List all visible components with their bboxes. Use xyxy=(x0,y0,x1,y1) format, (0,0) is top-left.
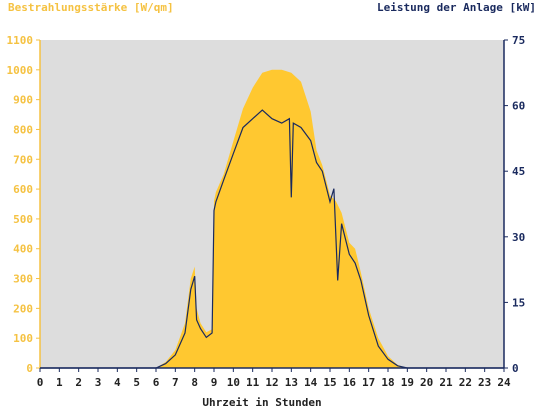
x-tick-label: 18 xyxy=(381,376,394,389)
x-axis-label: Uhrzeit in Stunden xyxy=(202,396,321,408)
y-left-tick-label: 300 xyxy=(13,273,33,286)
y-left-tick-label: 0 xyxy=(26,362,33,375)
x-tick-label: 16 xyxy=(343,376,357,389)
x-tick-label: 6 xyxy=(153,376,160,389)
y-left-tick-label: 1000 xyxy=(7,64,34,77)
y-left-tick-label: 200 xyxy=(13,302,33,315)
x-tick-label: 19 xyxy=(401,376,414,389)
x-tick-label: 22 xyxy=(459,376,472,389)
x-tick-label: 2 xyxy=(75,376,82,389)
y-left-tick-label: 100 xyxy=(13,332,33,345)
y-left-tick-label: 500 xyxy=(13,213,33,226)
x-tick-label: 21 xyxy=(439,376,453,389)
y-left-tick-label: 900 xyxy=(13,94,33,107)
y-right-tick-label: 75 xyxy=(512,34,525,47)
x-tick-label: 12 xyxy=(265,376,278,389)
x-tick-label: 4 xyxy=(114,376,121,389)
y-left-tick-label: 400 xyxy=(13,243,33,256)
x-tick-label: 3 xyxy=(95,376,102,389)
x-tick-label: 23 xyxy=(478,376,491,389)
y-right-tick-label: 45 xyxy=(512,165,525,178)
y-left-tick-label: 600 xyxy=(13,183,33,196)
y-left-tick-label: 800 xyxy=(13,123,33,136)
right-axis-title: Leistung der Anlage [kW] xyxy=(377,1,536,14)
x-tick-label: 10 xyxy=(227,376,240,389)
y-left-tick-label: 700 xyxy=(13,153,33,166)
x-tick-label: 7 xyxy=(172,376,179,389)
x-tick-label: 14 xyxy=(304,376,318,389)
x-tick-label: 9 xyxy=(211,376,218,389)
x-tick-label: 11 xyxy=(246,376,260,389)
x-tick-label: 1 xyxy=(56,376,63,389)
y-right-tick-label: 60 xyxy=(512,100,525,113)
left-axis-title: Bestrahlungsstärke [W/qm] xyxy=(8,1,174,14)
axis-ticks: 0100200300400500600700800900100011000153… xyxy=(7,34,526,389)
y-left-tick-label: 1100 xyxy=(7,34,34,47)
y-right-tick-label: 0 xyxy=(512,362,519,375)
irradiance-area-layer xyxy=(40,69,504,369)
y-right-tick-label: 30 xyxy=(512,231,525,244)
x-tick-label: 15 xyxy=(323,376,336,389)
x-tick-label: 8 xyxy=(191,376,198,389)
x-tick-label: 24 xyxy=(497,376,511,389)
power-line xyxy=(40,109,504,369)
power-line-layer xyxy=(40,109,504,369)
irradiance-area xyxy=(40,69,504,369)
y-right-tick-label: 15 xyxy=(512,296,525,309)
x-tick-label: 5 xyxy=(133,376,140,389)
x-tick-label: 20 xyxy=(420,376,433,389)
x-tick-label: 17 xyxy=(362,376,375,389)
x-tick-label: 0 xyxy=(37,376,44,389)
x-tick-label: 13 xyxy=(285,376,298,389)
